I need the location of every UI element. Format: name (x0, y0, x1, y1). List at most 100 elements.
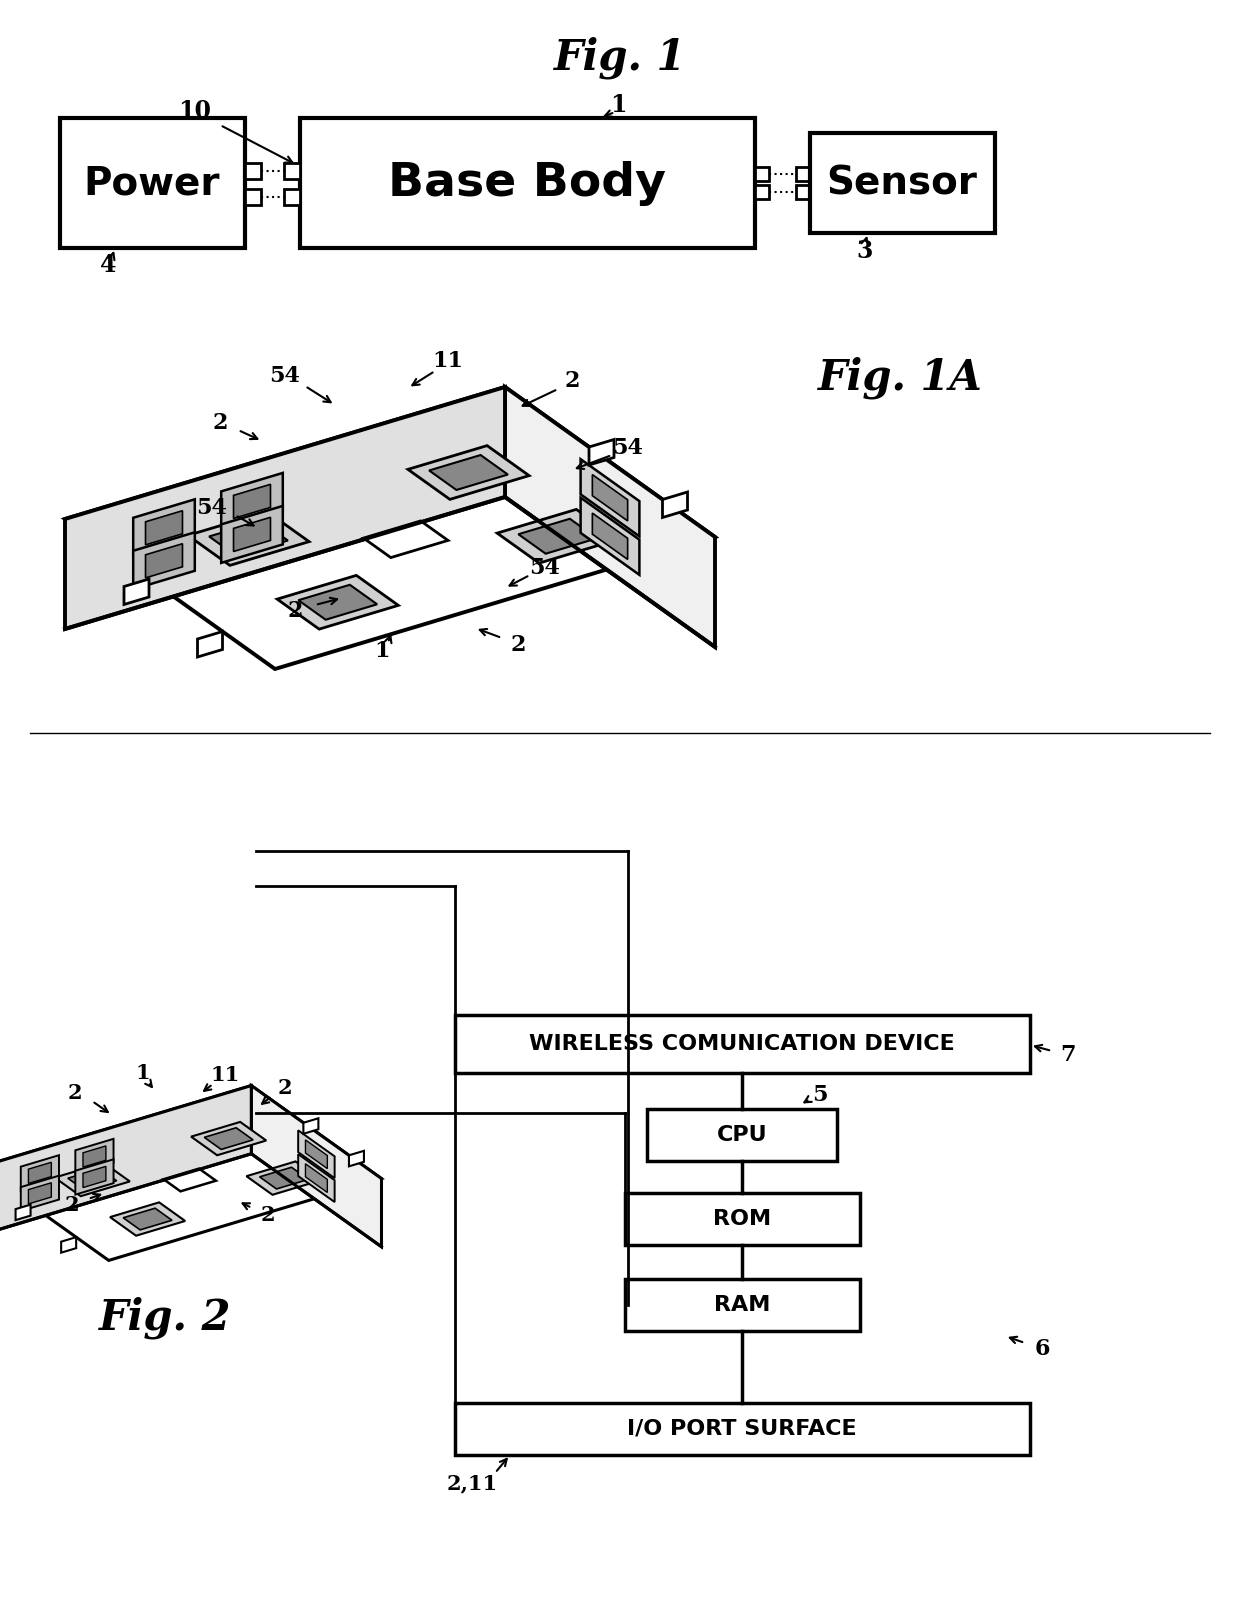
Polygon shape (83, 1167, 105, 1188)
Polygon shape (305, 1164, 327, 1193)
Polygon shape (298, 1154, 335, 1202)
Polygon shape (16, 1204, 31, 1220)
Polygon shape (64, 386, 715, 668)
Polygon shape (83, 1146, 105, 1167)
Polygon shape (298, 1130, 335, 1178)
Bar (246, 189, 260, 205)
Polygon shape (589, 439, 614, 465)
Polygon shape (593, 474, 627, 521)
Polygon shape (348, 1151, 365, 1167)
Polygon shape (497, 510, 619, 563)
Polygon shape (363, 521, 448, 558)
Polygon shape (164, 1169, 216, 1191)
Polygon shape (408, 446, 529, 500)
Text: 2: 2 (260, 1205, 275, 1225)
Polygon shape (76, 1138, 114, 1173)
Text: 4: 4 (99, 253, 117, 277)
Bar (284, 164, 300, 180)
Text: 5: 5 (812, 1084, 828, 1106)
Polygon shape (123, 1209, 172, 1230)
Text: 54: 54 (197, 497, 227, 519)
Polygon shape (505, 386, 715, 648)
Bar (625, 1193, 861, 1246)
Polygon shape (662, 492, 687, 518)
Polygon shape (580, 497, 640, 575)
Bar (455, 1015, 1030, 1072)
Polygon shape (278, 575, 398, 628)
Polygon shape (55, 1162, 130, 1196)
Polygon shape (76, 1159, 114, 1194)
Text: 11: 11 (433, 349, 464, 372)
Polygon shape (305, 1140, 327, 1169)
Bar (246, 164, 260, 180)
Polygon shape (29, 1183, 51, 1204)
Polygon shape (133, 532, 195, 590)
Polygon shape (518, 519, 598, 553)
Bar (755, 184, 769, 199)
Text: 54: 54 (613, 438, 644, 458)
Text: Sensor: Sensor (827, 164, 977, 202)
Bar (647, 1109, 837, 1161)
Bar (284, 189, 300, 205)
Text: 2: 2 (68, 1084, 82, 1103)
Text: 2: 2 (278, 1077, 293, 1098)
Polygon shape (210, 521, 288, 556)
Polygon shape (205, 1129, 253, 1149)
Text: 54: 54 (269, 365, 300, 386)
Text: 2,11: 2,11 (446, 1473, 497, 1492)
Bar (810, 133, 994, 232)
Polygon shape (221, 507, 283, 563)
Bar (796, 184, 810, 199)
Polygon shape (304, 1119, 319, 1133)
Bar (755, 167, 769, 181)
Polygon shape (21, 1156, 60, 1191)
Text: 6: 6 (1034, 1339, 1050, 1359)
Text: CPU: CPU (717, 1125, 768, 1145)
Text: 2: 2 (64, 1194, 79, 1215)
Polygon shape (29, 1162, 51, 1183)
Bar (300, 119, 755, 248)
Text: I/O PORT SURFACE: I/O PORT SURFACE (627, 1419, 857, 1439)
Polygon shape (221, 473, 283, 531)
Text: WIRELESS COMUNICATION DEVICE: WIRELESS COMUNICATION DEVICE (529, 1034, 955, 1055)
Text: Fig. 2: Fig. 2 (99, 1297, 231, 1339)
Polygon shape (580, 458, 640, 537)
Polygon shape (21, 1175, 60, 1210)
Text: Fig. 1: Fig. 1 (554, 37, 686, 79)
Text: 2: 2 (510, 635, 526, 656)
Text: Base Body: Base Body (388, 160, 666, 205)
Polygon shape (110, 1202, 185, 1236)
Polygon shape (0, 1085, 382, 1260)
Polygon shape (252, 1085, 382, 1247)
Polygon shape (64, 386, 505, 628)
Text: Power: Power (84, 164, 221, 202)
Polygon shape (68, 1169, 117, 1191)
Text: 1: 1 (610, 93, 626, 117)
Text: 7: 7 (1060, 1044, 1076, 1066)
Text: ROM: ROM (713, 1209, 771, 1230)
Polygon shape (259, 1167, 309, 1189)
Polygon shape (188, 511, 309, 566)
Bar (796, 167, 810, 181)
Text: 11: 11 (211, 1064, 239, 1085)
Text: 2: 2 (564, 370, 580, 393)
Text: 54: 54 (529, 556, 560, 579)
Polygon shape (124, 579, 149, 604)
Text: 2: 2 (288, 600, 303, 622)
Polygon shape (299, 585, 377, 620)
Polygon shape (145, 543, 182, 579)
Polygon shape (247, 1162, 321, 1194)
Polygon shape (429, 455, 508, 491)
Text: 3: 3 (857, 239, 873, 263)
Text: RAM: RAM (714, 1295, 770, 1314)
Polygon shape (233, 518, 270, 551)
Polygon shape (593, 513, 627, 559)
Polygon shape (0, 1085, 252, 1236)
Text: Fig. 1A: Fig. 1A (817, 357, 982, 399)
Polygon shape (133, 499, 195, 556)
Polygon shape (191, 1122, 267, 1156)
Bar (455, 1403, 1030, 1456)
Text: 2: 2 (212, 412, 228, 434)
Bar (625, 1279, 861, 1330)
Polygon shape (233, 484, 270, 518)
